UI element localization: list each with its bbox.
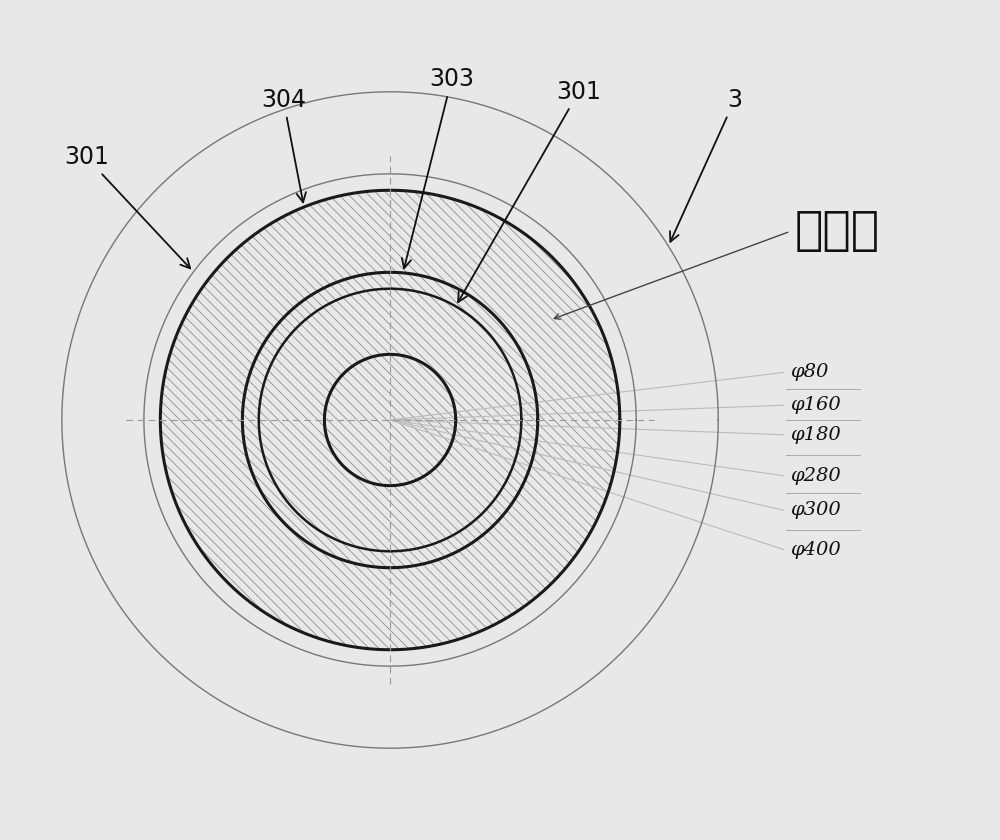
- Text: 永磁体: 永磁体: [795, 209, 880, 254]
- Text: φ400: φ400: [790, 541, 841, 559]
- Text: 303: 303: [402, 67, 474, 268]
- Text: 301: 301: [64, 145, 190, 268]
- Text: 301: 301: [458, 80, 601, 302]
- Text: 304: 304: [261, 88, 306, 202]
- Text: φ80: φ80: [790, 364, 829, 381]
- Text: φ180: φ180: [790, 426, 841, 444]
- Text: φ160: φ160: [790, 396, 841, 414]
- Text: φ300: φ300: [790, 501, 841, 519]
- Text: φ280: φ280: [790, 467, 841, 485]
- Text: 3: 3: [670, 88, 742, 242]
